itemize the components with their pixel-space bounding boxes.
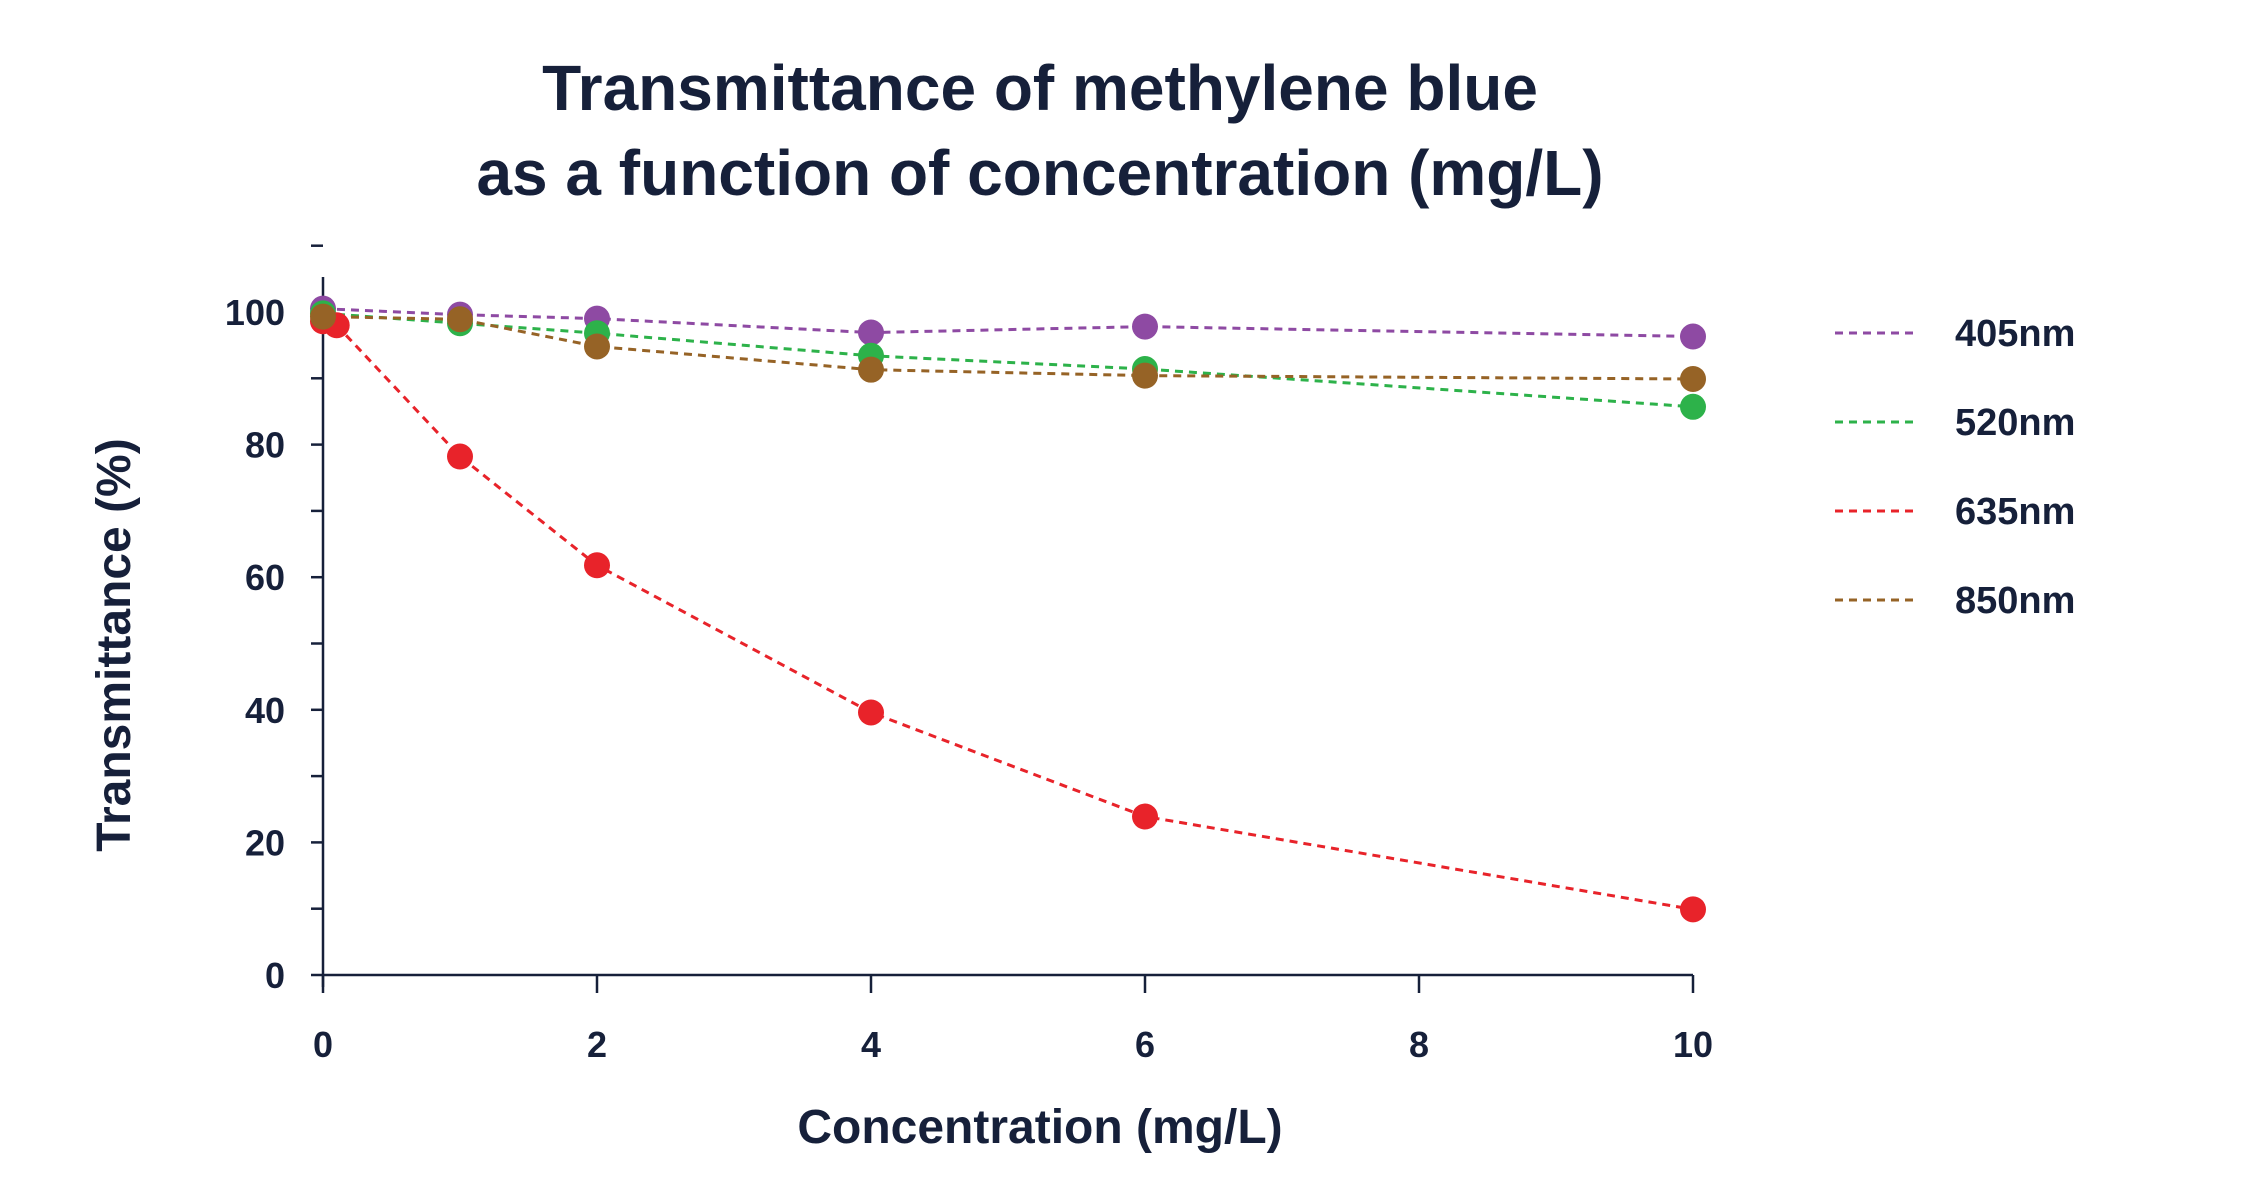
chart-title-line-2: as a function of concentration (mg/L) bbox=[476, 137, 1603, 209]
legend-label-405nm: 405nm bbox=[1955, 313, 2075, 355]
x-tick-label: 0 bbox=[313, 1024, 333, 1065]
data-point-635nm bbox=[584, 552, 610, 579]
data-point-635nm bbox=[1132, 803, 1158, 830]
legend-label-635nm: 635nm bbox=[1955, 491, 2075, 533]
data-point-850nm bbox=[584, 333, 610, 360]
x-tick-label: 6 bbox=[1135, 1024, 1155, 1065]
y-axis-ticks: 0 20 40 60 80 100 bbox=[225, 244, 323, 996]
y-tick-label: 60 bbox=[245, 557, 285, 598]
data-point-405nm bbox=[1680, 323, 1706, 350]
y-tick-label: 80 bbox=[245, 425, 285, 466]
y-tick-label: 40 bbox=[245, 690, 285, 731]
x-tick-label: 10 bbox=[1673, 1024, 1713, 1065]
data-point-635nm bbox=[858, 699, 884, 726]
data-point-635nm bbox=[447, 443, 473, 470]
y-tick-label: 0 bbox=[265, 955, 285, 996]
data-point-405nm bbox=[858, 319, 884, 346]
series-points bbox=[310, 295, 1706, 923]
chart-title-line-1: Transmittance of methylene blue bbox=[542, 52, 1538, 124]
series-line-850nm bbox=[322, 315, 1694, 381]
data-point-405nm bbox=[1132, 313, 1158, 340]
series-line-635nm bbox=[322, 319, 1694, 911]
data-point-850nm bbox=[310, 303, 336, 330]
chart-title: Transmittance of methylene blue as a fun… bbox=[476, 52, 1603, 209]
y-axis-label: Transmittance (%) bbox=[88, 438, 141, 851]
legend: 405nm 520nm 635nm 850nm bbox=[1835, 313, 2075, 622]
data-point-850nm bbox=[1132, 362, 1158, 389]
data-point-520nm bbox=[1680, 393, 1706, 420]
legend-label-520nm: 520nm bbox=[1955, 402, 2075, 444]
legend-label-850nm: 850nm bbox=[1955, 580, 2075, 622]
series-lines bbox=[322, 307, 1694, 911]
data-point-850nm bbox=[447, 306, 473, 333]
data-point-635nm bbox=[1680, 896, 1706, 923]
y-tick-label: 100 bbox=[225, 292, 285, 333]
x-tick-label: 4 bbox=[861, 1024, 881, 1065]
x-tick-label: 2 bbox=[587, 1024, 607, 1065]
series-line-520nm bbox=[322, 311, 1694, 409]
series-line-405nm bbox=[322, 307, 1694, 338]
x-axis-label: Concentration (mg/L) bbox=[797, 1101, 1282, 1154]
x-axis-ticks: 0 2 4 6 8 10 bbox=[313, 975, 1713, 1065]
axes bbox=[321, 277, 1693, 987]
data-point-850nm bbox=[1680, 365, 1706, 392]
y-tick-label: 20 bbox=[245, 822, 285, 863]
data-point-850nm bbox=[858, 356, 884, 383]
x-tick-label: 8 bbox=[1409, 1024, 1429, 1065]
